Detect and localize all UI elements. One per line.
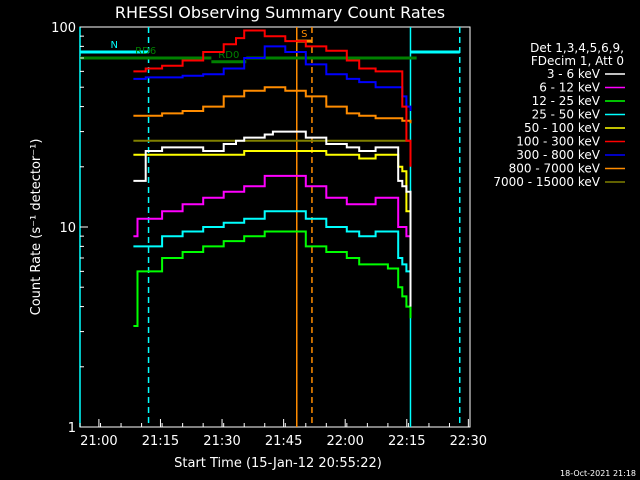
y-tick-label: 10 — [59, 221, 76, 236]
flag-bar-label: RD0 — [218, 50, 239, 61]
series-line — [133, 150, 412, 247]
y-tick-label: 100 — [51, 21, 76, 36]
legend-label: 3 - 6 keV — [547, 67, 601, 81]
chart-title: RHESSI Observing Summary Count Rates — [115, 3, 445, 22]
flag-bar-label: S — [301, 29, 307, 40]
legend-label: 50 - 100 keV — [524, 121, 601, 135]
legend-header-line: FDecim 1, Att 0 — [531, 54, 624, 68]
legend-label: 300 - 800 keV — [516, 148, 600, 162]
series-line — [133, 86, 412, 124]
legend-label: 6 - 12 keV — [539, 81, 601, 95]
series-line — [133, 230, 412, 327]
x-tick-label: 21:30 — [203, 434, 240, 449]
y-tick-label: 1 — [68, 421, 76, 436]
series-group — [133, 29, 412, 327]
series-line — [133, 45, 412, 111]
axes: 21:00 21:15 21:30 21:45 22:00 22:15 22:30 1 10 10… — [51, 21, 487, 449]
series-line — [133, 210, 412, 288]
x-tick-label: 22:00 — [326, 434, 363, 449]
y-axis-label: Count Rate (s⁻¹ detector⁻¹) — [29, 139, 44, 316]
x-tick-label: 21:15 — [142, 434, 179, 449]
legend-label: 25 - 50 keV — [532, 108, 601, 122]
x-tick-label: 22:15 — [388, 434, 425, 449]
footer-date: 18-Oct-2021 21:18 — [560, 469, 636, 478]
x-tick-label: 22:30 — [450, 434, 487, 449]
legend-header-line: Det 1,3,4,5,6,9, — [530, 41, 624, 55]
series-line — [133, 29, 412, 167]
x-axis-label: Start Time (15-Jan-12 20:55:22) — [174, 456, 382, 471]
flag-bar-label: RD6 — [135, 46, 156, 57]
flag-bar-label: N — [111, 40, 118, 51]
flag-lines — [79, 27, 461, 427]
legend: Det 1,3,4,5,6,9,FDecim 1, Att 03 - 6 keV… — [493, 41, 625, 189]
series-line — [133, 174, 412, 272]
legend-label: 100 - 300 keV — [516, 135, 600, 149]
x-tick-label: 21:00 — [80, 434, 117, 449]
legend-label: 12 - 25 keV — [532, 94, 601, 108]
series-line — [133, 130, 412, 307]
x-tick-label: 21:45 — [265, 434, 302, 449]
legend-label: 800 - 7000 keV — [509, 162, 601, 176]
legend-label: 7000 - 15000 keV — [493, 175, 600, 189]
